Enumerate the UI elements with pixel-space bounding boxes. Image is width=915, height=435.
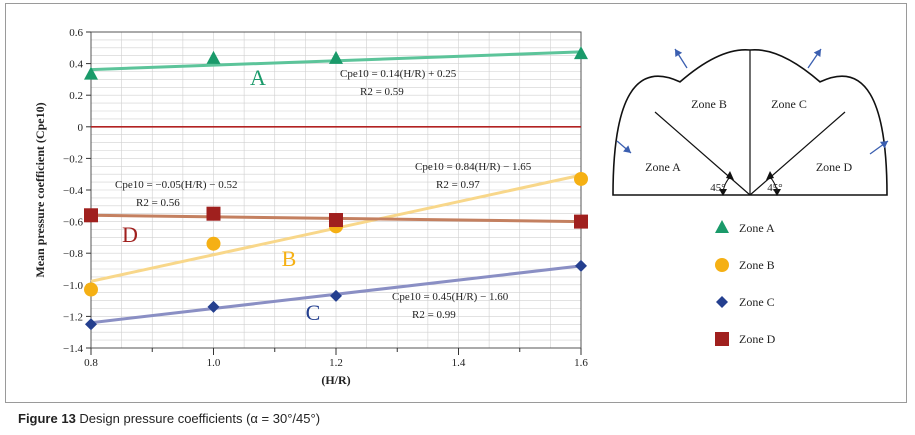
diagram-zone-label: Zone D [816,160,853,174]
legend-item-zone-c: Zone C [714,292,775,312]
diagram-zone-label: Zone A [645,160,681,174]
legend-symbol-diamond [716,296,728,308]
y-tick-label: −1.2 [63,311,83,323]
angle-arrow-right-bottom [773,189,781,196]
dome-diagonal-left [654,111,751,196]
legend-marker [715,258,729,272]
angle-arrow-left-top [726,171,734,180]
r2-zone-a: R2 = 0.59 [360,86,404,98]
wind-arrow-b-head [675,49,683,58]
marker-zone-d [574,214,588,229]
wind-arrow-b [674,48,688,69]
dome-shape [612,48,889,196]
wind-arrow-a [616,140,632,154]
y-tick-label: −0.8 [63,248,83,260]
wind-arrow-a-head [623,145,631,153]
marker-zone-c [85,318,97,331]
y-tick-label: −0.6 [63,217,83,229]
figure-frame [5,3,907,403]
angle-arrow-right-top [766,171,774,180]
equation-zone-c: Cpe10 = 0.45(H/R) − 1.60 [392,291,509,303]
x-axis-label: (H/R) [321,373,350,387]
equation-zone-b: Cpe10 = 0.84(H/R) − 1.65 [415,161,532,173]
r2-zone-b: R2 = 0.97 [436,179,480,191]
figure-caption: Figure 13 Design pressure coefficients (… [18,411,320,426]
y-tick-label: −1.4 [63,343,83,355]
diagram-angle-label: 45° [710,182,725,194]
y-tick-label: 0 [78,122,84,134]
chart-labels: A B C D Cpe10 = 0.14(H/R) + 0.25 R2 = 0.59 Cpe… [115,65,532,325]
legend-symbol-circle [715,258,729,272]
y-tick-label: 0.6 [69,27,83,39]
marker-zone-a [206,50,221,64]
series-label-a: A [250,65,266,90]
x-tick-label: 0.8 [84,357,98,369]
x-tick-label: 1.4 [452,357,466,369]
marker-zone-b [574,171,588,186]
diagram-zone-label: Zone B [691,97,727,111]
y-axis-label: Mean pressure coefficient (Cpe10) [33,102,47,277]
legend-marker [715,220,729,233]
y-tick-label: −1.0 [63,280,83,292]
legend-item-zone-a: Zone A [714,218,775,238]
marker-zone-a [574,46,588,60]
series-label-b: B [282,246,297,271]
legend-label: Zone A [739,220,775,235]
marker-zone-c [575,259,587,272]
legend-label: Zone C [739,294,775,309]
legend-symbol-triangle [715,220,729,233]
wind-arrow-d-head [879,141,888,149]
marker-zone-a [84,66,98,80]
marker-zone-b [84,282,98,297]
y-tick-label: 0.2 [69,90,83,102]
diagram-angle-label: 45° [767,182,782,194]
marker-zone-c [330,289,342,302]
marker-zone-c [207,300,220,313]
y-tick-label: 0.4 [69,59,83,71]
series-label-c: C [306,300,321,325]
wind-arrow-c [807,48,822,69]
y-tick-label: −0.4 [63,185,83,197]
dome-outline [612,48,888,196]
wind-arrow-c-head [813,49,821,58]
legend-symbol-square [715,332,729,346]
marker-zone-b [206,236,221,251]
marker-zone-d [329,213,343,228]
equation-zone-a: Cpe10 = 0.14(H/R) + 0.25 [340,68,457,80]
legend-item-zone-b: Zone B [714,255,775,275]
figure-number: Figure 13 [18,411,76,426]
series-label-d: D [122,222,138,247]
marker-zone-a [329,50,343,64]
x-tick-label: 1.6 [574,357,588,369]
legend-marker [715,332,729,346]
legend-label: Zone D [739,331,776,346]
x-tick-label: 1.2 [329,357,343,369]
figure-title: Design pressure coefficients (α = 30°/45… [79,411,321,426]
angle-arrow-left-bottom [719,189,727,196]
legend-label: Zone B [739,257,775,272]
r2-zone-c: R2 = 0.99 [412,309,456,321]
marker-zone-d [84,208,98,223]
equation-zone-d: Cpe10 = −0.05(H/R) − 0.52 [115,179,238,191]
y-tick-label: −0.2 [63,153,83,165]
legend-marker [716,296,728,308]
dome-labels: Zone A Zone B Zone C Zone D 45° 45° [645,97,852,194]
diagram-zone-label: Zone C [771,97,807,111]
marker-zone-d [206,206,221,221]
wind-arrow-d [869,140,889,155]
x-tick-label: 1.0 [207,357,221,369]
r2-zone-d: R2 = 0.56 [136,197,180,209]
chart-axes: 0.6 0.4 0.2 0 −0.2 −0.4 −0.6 −0.8 −1.0 −1.2 −1.40.… [33,27,588,387]
legend-item-zone-d: Zone D [714,329,775,349]
dome-diagonal-right [749,111,846,196]
data-markers [84,46,588,331]
